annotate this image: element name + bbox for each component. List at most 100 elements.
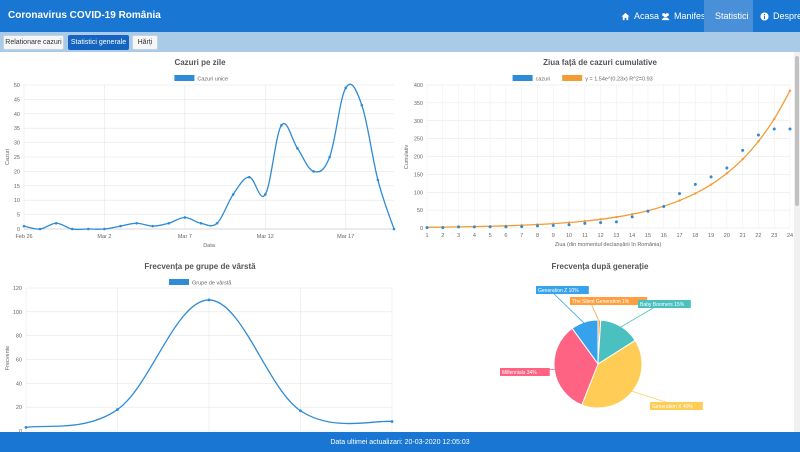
- y-tick-label: 15: [14, 184, 20, 190]
- data-point: [599, 221, 603, 225]
- legend-swatch: [169, 279, 189, 285]
- y-axis-label: Frecvente: [5, 346, 11, 370]
- data-point: [488, 225, 492, 229]
- x-tick-label: 15: [645, 233, 651, 239]
- fit-point: [709, 183, 713, 186]
- pie-label-box: [638, 300, 691, 308]
- pie-label: Generation Z 10%: [538, 288, 579, 294]
- y-tick-label: 50: [14, 83, 20, 89]
- x-tick-label: 4: [473, 233, 476, 239]
- pie-label: Millennials 34%: [502, 370, 537, 376]
- data-point: [87, 227, 90, 231]
- fit-point: [773, 117, 776, 121]
- x-tick-label: 22: [755, 233, 761, 239]
- pie-slice: [581, 339, 643, 409]
- x-tick-label: 14: [629, 233, 635, 239]
- chart-title-cumulative: Ziua față de cazuri cumulative: [543, 58, 657, 67]
- data-point: [425, 226, 429, 230]
- data-point: [457, 225, 461, 229]
- data-point: [312, 170, 315, 173]
- users-icon: [661, 12, 670, 20]
- data-point: [296, 147, 299, 150]
- y-axis-label: Cazuri: [5, 149, 11, 165]
- y-tick-label: 400: [414, 83, 423, 89]
- chart-title-grupe-varsta: Frecvența pe grupe de vârstă: [144, 262, 256, 271]
- data-point: [151, 224, 154, 228]
- nav-item-manifest[interactable]: Manifest: [654, 0, 715, 32]
- data-point: [662, 205, 666, 209]
- y-tick-label: 150: [414, 172, 423, 178]
- nav-label-manifest: Manifest: [674, 11, 709, 21]
- x-tick-label: 9: [552, 233, 555, 239]
- x-tick-label: 8: [536, 233, 539, 239]
- nav-item-statistici[interactable]: Statistici: [704, 0, 753, 32]
- top-navbar: Coronavirus COVID-19 România Acasa Manif…: [0, 0, 800, 32]
- data-point: [24, 426, 28, 429]
- pie-label: The Silent Generation 1%: [572, 299, 630, 305]
- x-tick-label: Mar 17: [337, 234, 354, 240]
- y-tick-label: 35: [14, 126, 20, 132]
- y-tick-label: 100: [13, 310, 22, 316]
- nav-label-statistici: Statistici: [715, 11, 749, 21]
- footer: Data ultimei actualizari: 20-03-2020 12:…: [0, 432, 800, 452]
- x-tick-label: 10: [566, 233, 572, 239]
- x-tick-label: 19: [708, 233, 714, 239]
- x-tick-label: 5: [489, 233, 492, 239]
- series-line-fit: [426, 90, 791, 228]
- legend-label: y = 1.54e^(0.23x) R^2=0.93: [585, 77, 653, 83]
- x-tick-label: 7: [520, 233, 523, 239]
- x-tick-label: Mar 12: [257, 234, 274, 240]
- sub-toolbar: [0, 32, 800, 52]
- y-tick-label: 300: [414, 119, 423, 125]
- data-point: [264, 193, 267, 196]
- data-point: [135, 221, 138, 225]
- data-point: [772, 127, 776, 131]
- x-axis-label: Ziua (din momentul declanșării în Români…: [555, 242, 662, 248]
- data-point: [678, 192, 682, 196]
- scrollbar-thumb[interactable]: [795, 56, 799, 206]
- fit-point: [615, 215, 618, 219]
- y-tick-label: 20: [16, 405, 22, 411]
- x-tick-label: 18: [692, 233, 698, 239]
- info-icon: [760, 11, 769, 21]
- data-point: [614, 220, 618, 224]
- legend-swatch: [562, 75, 583, 81]
- data-point: [472, 225, 476, 229]
- statistici-generale-button[interactable]: Statistici generale: [68, 35, 129, 50]
- data-point: [788, 127, 792, 131]
- fit-point: [741, 157, 744, 161]
- nav-item-despre[interactable]: Despre: [753, 0, 800, 32]
- chart-title-generatie: Frecvența după generație: [551, 262, 649, 271]
- data-point: [551, 223, 555, 227]
- nav-label-despre: Despre: [773, 11, 800, 21]
- x-tick-label: Mar 2: [97, 234, 111, 240]
- data-point: [328, 155, 331, 159]
- data-point: [183, 216, 187, 219]
- home-icon: [621, 12, 630, 20]
- x-axis-label: Data: [203, 243, 216, 249]
- pie-label-box: [650, 402, 703, 410]
- fit-point: [757, 140, 760, 143]
- brand-title[interactable]: Coronavirus COVID-19 România: [8, 10, 161, 21]
- harti-button[interactable]: Hărți: [132, 35, 158, 50]
- fit-point: [725, 172, 729, 175]
- data-point: [54, 221, 58, 225]
- y-tick-label: 120: [13, 286, 22, 292]
- x-tick-label: 20: [724, 233, 730, 239]
- nav-item-acasa[interactable]: Acasa: [614, 0, 666, 32]
- page-scrollbar[interactable]: [794, 52, 800, 432]
- data-point: [693, 182, 697, 186]
- data-point: [646, 209, 650, 213]
- y-tick-label: 50: [417, 208, 423, 214]
- y-tick-label: 40: [16, 381, 22, 387]
- data-point: [215, 221, 219, 225]
- legend-label: Cazuri unice: [197, 77, 228, 83]
- legend-swatch: [174, 75, 195, 81]
- pie-label-box: [536, 286, 589, 294]
- data-point: [280, 124, 283, 127]
- x-tick-label: 21: [740, 233, 746, 239]
- data-point: [390, 420, 394, 423]
- pie-label: Generation X 40%: [652, 404, 693, 410]
- relationare-cazuri-button[interactable]: Relationare cazuri: [3, 35, 64, 50]
